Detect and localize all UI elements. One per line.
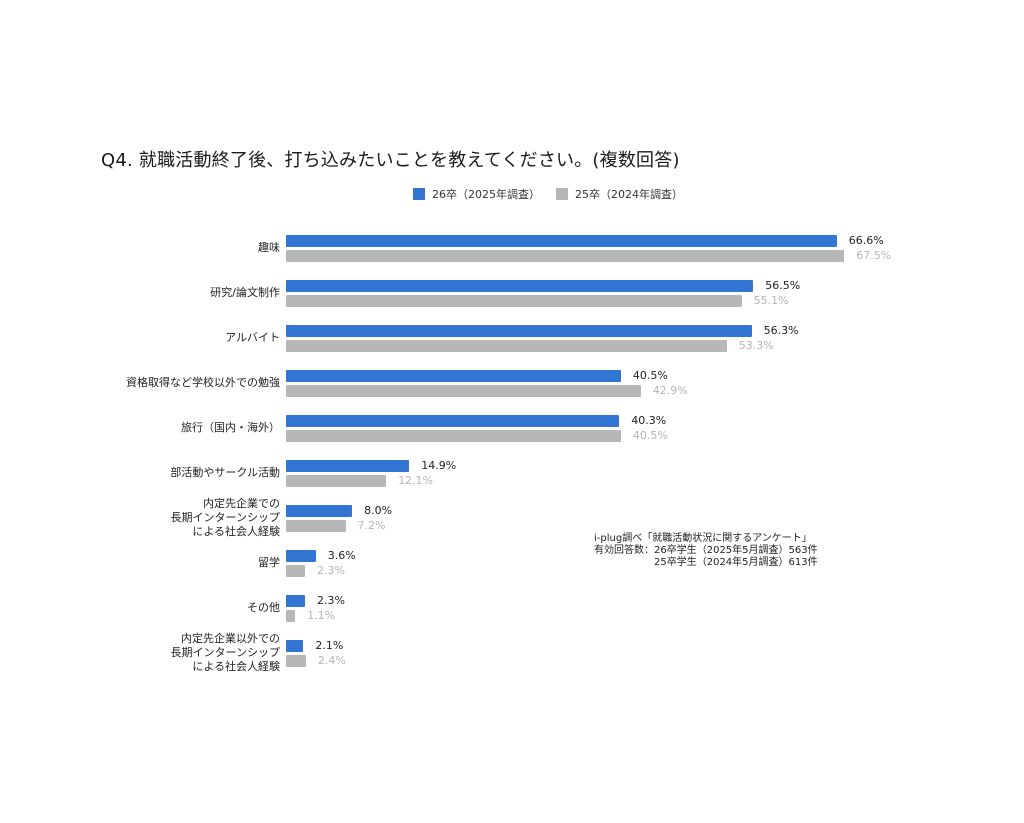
chart-row: 留学 3.6% 2.3% <box>0 550 1024 580</box>
category-label: 部活動やサークル活動 <box>170 466 280 479</box>
bar-25 <box>286 385 641 397</box>
bar-26 <box>286 415 620 427</box>
category-label: 旅行（国内・海外） <box>181 421 280 434</box>
bar-25 <box>286 565 306 577</box>
chart-title: Q4. 就職活動終了後、打ち込みたいことを教えてください。(複数回答) <box>101 150 680 171</box>
bar-25 <box>286 655 306 667</box>
category-label: 研究/論文制作 <box>210 286 280 299</box>
bar-26 <box>286 370 621 382</box>
legend-item-25: 25卒（2024年調査） <box>556 186 683 202</box>
value-label-26: 56.5% <box>765 279 801 292</box>
source-line: i-plug調べ「就職活動状況に関するアンケート」 <box>594 533 812 544</box>
value-label-26: 2.1% <box>315 639 344 652</box>
bar-25 <box>286 295 742 307</box>
bar-26 <box>286 550 316 562</box>
bar-25 <box>286 250 845 262</box>
legend-label-26: 26卒（2025年調査） <box>432 188 540 201</box>
sample-line-2: 25卒学生（2024年5月調査）613件 <box>594 557 818 568</box>
value-label-25: 12.1% <box>398 474 434 487</box>
value-label-26: 66.6% <box>848 234 884 247</box>
bar-25 <box>286 430 621 442</box>
value-label-25: 53.3% <box>738 339 774 352</box>
bar-25 <box>286 610 296 622</box>
bar-25 <box>286 520 346 532</box>
value-label-25: 42.9% <box>652 384 688 397</box>
category-label: 資格取得など学校以外での勉強 <box>126 376 280 389</box>
chart-row: アルバイト 56.3% 53.3% <box>0 325 1024 355</box>
value-label-26: 14.9% <box>421 459 457 472</box>
value-label-25: 7.2% <box>357 519 386 532</box>
legend: 26卒（2025年調査） 25卒（2024年調査） <box>413 186 699 202</box>
bar-26 <box>286 505 353 517</box>
chart-row: その他 2.3% 1.1% <box>0 595 1024 625</box>
bar-26 <box>286 460 410 472</box>
bar-26 <box>286 325 752 337</box>
chart-row: 趣味 66.6% 67.5% <box>0 235 1024 265</box>
legend-swatch-26 <box>413 188 425 200</box>
chart-row: 研究/論文制作 56.5% 55.1% <box>0 280 1024 310</box>
category-label: 趣味 <box>258 241 280 254</box>
chart-row: 部活動やサークル活動 14.9% 12.1% <box>0 460 1024 490</box>
value-label-25: 67.5% <box>856 249 892 262</box>
legend-swatch-25 <box>556 188 568 200</box>
source-note: i-plug調べ「就職活動状況に関するアンケート」 有効回答数：26卒学生（20… <box>594 533 818 569</box>
legend-item-26: 26卒（2025年調査） <box>413 186 540 202</box>
bar-25 <box>286 475 387 487</box>
bar-26 <box>286 235 837 247</box>
chart-row: 旅行（国内・海外） 40.3% 40.5% <box>0 415 1024 445</box>
bar-26 <box>286 595 306 607</box>
category-label: アルバイト <box>225 331 280 344</box>
bar-25 <box>286 340 727 352</box>
value-label-26: 3.6% <box>327 549 356 562</box>
category-label: その他 <box>247 601 280 614</box>
sample-line-1: 有効回答数：26卒学生（2025年5月調査）563件 <box>594 545 818 556</box>
chart-row: 内定先企業での 長期インターンシップ による社会人経験 8.0% 7.2% <box>0 497 1024 538</box>
category-label: 内定先企業での 長期インターンシップ による社会人経験 <box>170 497 280 538</box>
value-label-26: 2.3% <box>317 594 345 607</box>
category-label: 留学 <box>258 556 280 569</box>
chart-row: 内定先企業以外での 長期インターンシップ による社会人経験 2.1% 2.4% <box>0 632 1024 673</box>
value-label-25: 2.3% <box>317 564 345 577</box>
category-label: 内定先企業以外での 長期インターンシップ による社会人経験 <box>170 632 280 673</box>
bar-26 <box>286 280 754 292</box>
value-label-25: 1.1% <box>307 609 336 622</box>
chart-row: 資格取得など学校以外での勉強 40.5% 42.9% <box>0 370 1024 400</box>
value-label-25: 2.4% <box>317 654 346 667</box>
value-label-25: 55.1% <box>753 294 789 307</box>
value-label-26: 40.3% <box>631 414 667 427</box>
value-label-26: 56.3% <box>763 324 799 337</box>
value-label-26: 40.5% <box>632 369 668 382</box>
bar-26 <box>286 640 304 652</box>
value-label-25: 40.5% <box>632 429 668 442</box>
legend-label-25: 25卒（2024年調査） <box>575 188 683 201</box>
value-label-26: 8.0% <box>364 504 393 517</box>
